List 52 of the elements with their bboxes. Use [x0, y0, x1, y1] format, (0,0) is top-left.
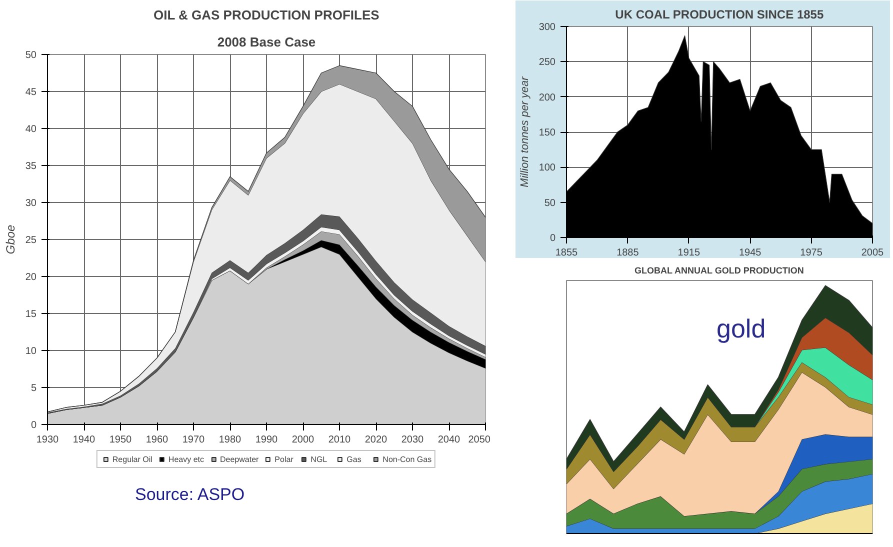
- y-tick-label: 10: [25, 346, 37, 357]
- y-tick-label: 25: [25, 235, 37, 246]
- x-tick-label: 1940: [72, 434, 96, 446]
- y-tick-label: 30: [25, 198, 37, 209]
- x-tick-label: 1855: [555, 248, 578, 258]
- y-tick-label: 0: [30, 420, 37, 431]
- x-tick-label: 1945: [738, 248, 762, 258]
- legend-label: Polar: [274, 454, 294, 464]
- x-tick-label: 1915: [678, 248, 700, 258]
- y-tick-label: 20: [25, 272, 37, 283]
- y-axis-title: Million tonnes per year: [518, 75, 531, 188]
- y-tick-label: 100: [538, 162, 556, 174]
- legend-label: Gas: [346, 454, 362, 464]
- x-tick-label: 1975: [800, 248, 823, 258]
- x-tick-label: 2020: [364, 434, 388, 446]
- x-tick-label: 2040: [438, 434, 461, 446]
- x-tick-label: 1990: [255, 434, 278, 446]
- y-tick-label: 200: [538, 92, 556, 104]
- chart-title: OIL & GAS PRODUCTION PROFILES: [153, 8, 380, 22]
- y-tick-label: 250: [538, 57, 556, 68]
- y-tick-label: 150: [538, 128, 556, 138]
- y-tick-label: 50: [544, 198, 556, 209]
- chart-title: UK COAL PRODUCTION SINCE 1855: [615, 8, 824, 22]
- x-tick-label: 1950: [109, 434, 132, 446]
- x-tick-label: 2005: [861, 248, 884, 258]
- x-tick-label: 2010: [328, 434, 352, 446]
- legend-label: NGL: [310, 454, 328, 464]
- x-tick-label: 2000: [292, 434, 315, 446]
- y-tick-label: 0: [550, 233, 556, 244]
- x-tick-label: 1885: [616, 248, 640, 258]
- legend-label: Non-Con Gas: [382, 454, 432, 464]
- y-tick-label: 50: [25, 50, 37, 61]
- y-tick-label: 5: [30, 383, 37, 394]
- legend-label: Deepwater: [220, 454, 259, 464]
- legend-label: Heavy etc: [168, 454, 204, 464]
- annotation: gold: [716, 314, 766, 344]
- legend-label: Regular Oil: [112, 454, 152, 464]
- y-axis-title: Gboe: [3, 224, 18, 254]
- y-tick-label: 45: [25, 87, 37, 98]
- y-tick-label: 35: [25, 161, 37, 172]
- source-note: Source: ASPO: [135, 484, 245, 506]
- x-tick-label: 1960: [146, 434, 169, 446]
- x-tick-label: 1970: [182, 434, 206, 446]
- chart-title: GLOBAL ANNUAL GOLD PRODUCTION: [634, 266, 804, 276]
- x-tick-label: 1980: [218, 434, 242, 446]
- y-tick-label: 15: [25, 309, 37, 320]
- y-tick-label: 40: [25, 124, 37, 135]
- chart-subtitle: 2008 Base Case: [217, 34, 316, 50]
- y-tick-label: 300: [538, 22, 556, 33]
- x-tick-label: 2050: [468, 434, 491, 446]
- x-tick-label: 1930: [36, 434, 60, 446]
- x-tick-label: 2030: [401, 434, 424, 446]
